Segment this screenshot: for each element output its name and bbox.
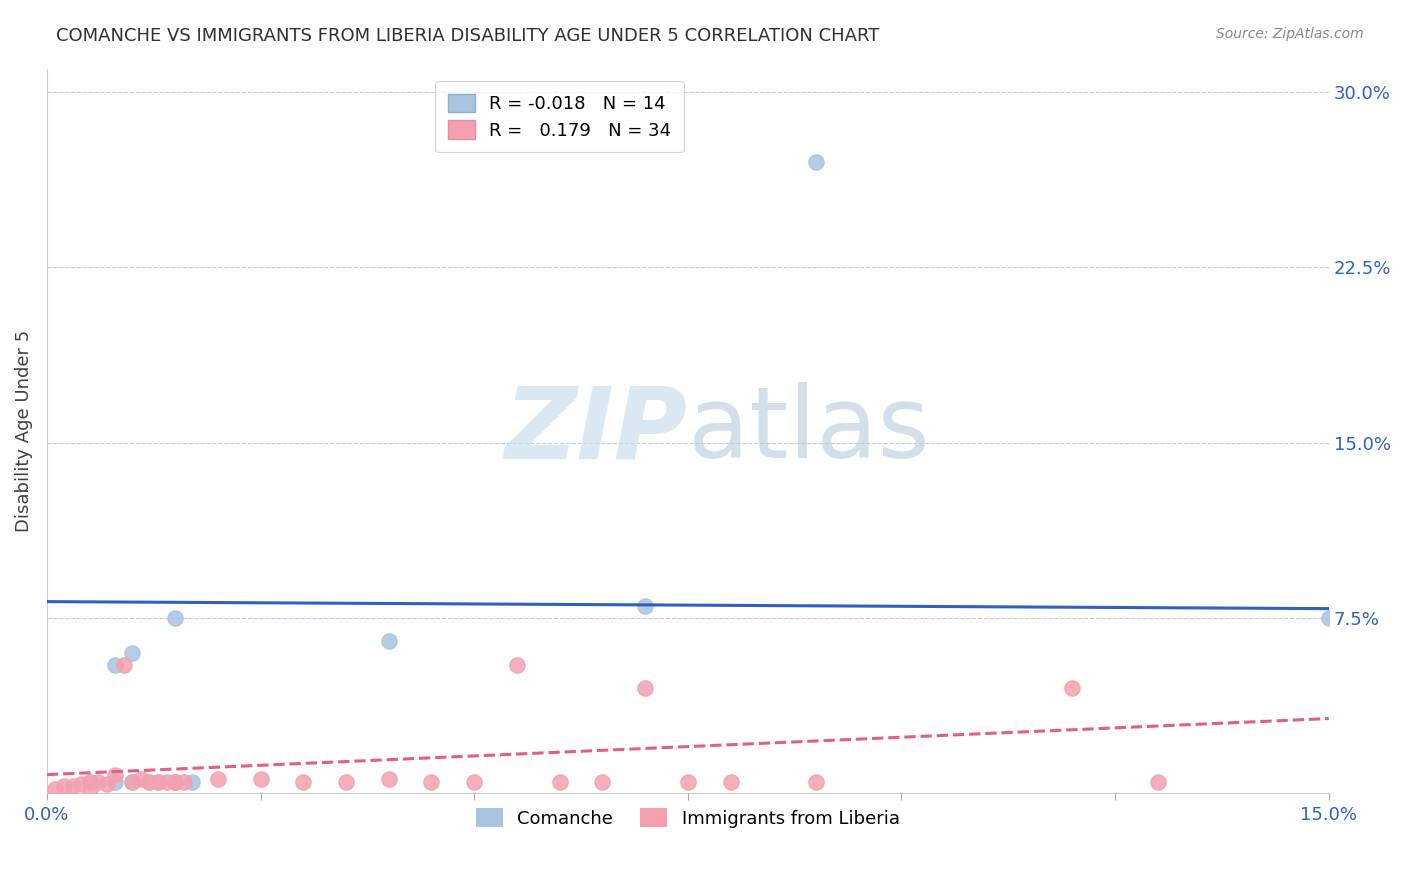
Point bbox=[165, 774, 187, 789]
Text: atlas: atlas bbox=[688, 383, 929, 479]
Point bbox=[146, 774, 169, 789]
Point bbox=[62, 780, 84, 794]
Point bbox=[79, 774, 101, 789]
Point bbox=[634, 599, 657, 614]
Point bbox=[121, 646, 143, 660]
Point bbox=[804, 774, 827, 789]
Point bbox=[173, 774, 195, 789]
Point bbox=[112, 657, 135, 672]
Text: Source: ZipAtlas.com: Source: ZipAtlas.com bbox=[1216, 27, 1364, 41]
Point bbox=[335, 774, 357, 789]
Text: 15.0%: 15.0% bbox=[1301, 806, 1357, 824]
Point bbox=[121, 774, 143, 789]
Point bbox=[165, 611, 187, 625]
Point bbox=[181, 774, 204, 789]
Point bbox=[292, 774, 315, 789]
Point bbox=[44, 781, 66, 796]
Point bbox=[79, 774, 101, 789]
Point bbox=[79, 781, 101, 796]
Point bbox=[804, 155, 827, 169]
Point bbox=[165, 774, 187, 789]
Point bbox=[720, 774, 742, 789]
Point bbox=[676, 774, 699, 789]
Point bbox=[53, 780, 76, 794]
Point bbox=[121, 774, 143, 789]
Legend: Comanche, Immigrants from Liberia: Comanche, Immigrants from Liberia bbox=[468, 801, 907, 835]
Point bbox=[1317, 611, 1340, 625]
Point bbox=[104, 767, 127, 781]
Point bbox=[207, 772, 229, 787]
Point bbox=[1147, 774, 1170, 789]
Point bbox=[506, 657, 529, 672]
Point bbox=[87, 774, 110, 789]
Point bbox=[96, 777, 118, 791]
Point bbox=[463, 774, 485, 789]
Point bbox=[634, 681, 657, 695]
Point bbox=[377, 634, 399, 648]
Point bbox=[165, 774, 187, 789]
Point bbox=[1062, 681, 1084, 695]
Point bbox=[377, 772, 399, 787]
Point bbox=[104, 657, 127, 672]
Text: COMANCHE VS IMMIGRANTS FROM LIBERIA DISABILITY AGE UNDER 5 CORRELATION CHART: COMANCHE VS IMMIGRANTS FROM LIBERIA DISA… bbox=[56, 27, 880, 45]
Point bbox=[420, 774, 443, 789]
Y-axis label: Disability Age Under 5: Disability Age Under 5 bbox=[15, 330, 32, 532]
Point bbox=[548, 774, 571, 789]
Text: 0.0%: 0.0% bbox=[24, 806, 69, 824]
Point bbox=[138, 774, 160, 789]
Point bbox=[146, 774, 169, 789]
Point bbox=[155, 774, 177, 789]
Point bbox=[104, 774, 127, 789]
Point bbox=[249, 772, 271, 787]
Point bbox=[70, 777, 93, 791]
Text: ZIP: ZIP bbox=[505, 383, 688, 479]
Point bbox=[138, 774, 160, 789]
Point bbox=[591, 774, 613, 789]
Point bbox=[129, 772, 152, 787]
